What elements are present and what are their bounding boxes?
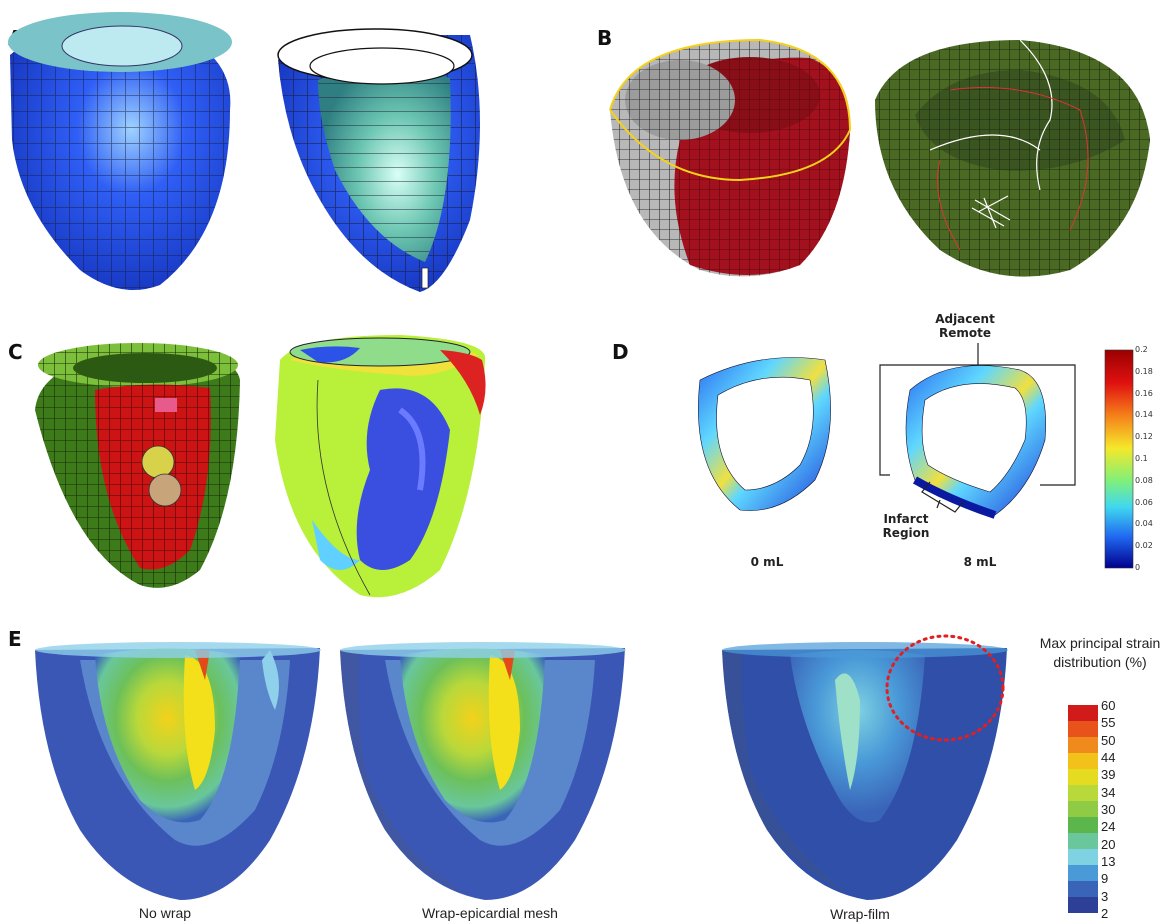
legend-swatch [1068,721,1098,737]
legend-swatch [1068,865,1098,881]
colorbar-tick: 0.02 [1135,541,1153,551]
colorbar-tick: 0.16 [1135,388,1153,398]
colorbar-tick: 0.18 [1135,366,1153,376]
legend-tick: 55 [1101,715,1116,731]
panel-d-strain-rings [698,343,1134,569]
legend-swatch [1068,785,1098,801]
annotation-adjacent-remote: Adjacent Remote [935,312,995,340]
panel-a-heart-mesh [8,12,480,292]
panel-d-label: D [612,340,629,364]
legend-tick: 24 [1101,819,1116,835]
legend-tick: 3 [1101,888,1109,904]
panel-c-patch-models [35,335,486,598]
legend-tick: 39 [1101,767,1116,783]
legend-tick: 60 [1101,698,1116,713]
legend-swatch [1068,881,1098,897]
panel-e-strain-hearts [35,634,1008,900]
legend-title: Max principal strain distribution (%) [1039,635,1161,670]
legend-tick: 50 [1101,732,1116,748]
legend-tick: 13 [1101,854,1116,869]
legend-tick: 9 [1101,871,1109,887]
legend-swatch [1068,737,1098,753]
legend-tick: 20 [1101,836,1116,852]
legend-swatch [1068,817,1098,833]
colorbar-tick: 0.08 [1135,475,1153,485]
panel-b-label: B [597,26,613,50]
caption-wrap-film: Wrap-film [830,906,890,922]
annotation-infarct-region: Infarct Region [882,512,930,540]
panel-b-infarct-mesh [609,38,1150,277]
caption-no-wrap: No wrap [138,905,192,921]
legend-swatch [1068,849,1098,865]
legend-swatch [1068,801,1098,817]
colorbar-tick: 0.06 [1135,497,1153,507]
panel-c-label: C [8,340,23,364]
legend-swatch [1068,897,1098,913]
colorbar-tick: 0.12 [1135,432,1153,442]
legend-tick: 34 [1101,784,1116,800]
legend-tick: 44 [1101,750,1116,765]
legend-swatch [1068,705,1098,721]
caption-0ml: 0 mL [750,555,784,569]
colorbar-tick: 0.2 [1135,345,1148,354]
colorbar-tick: 0.1 [1135,454,1148,463]
caption-8ml: 8 mL [963,555,997,569]
panel-e-label: E [8,627,22,651]
colorbar-tick: 0.14 [1135,410,1153,420]
legend-swatch [1068,753,1098,769]
legend-swatch [1068,833,1098,849]
colorbar-tick: 0 [1135,563,1141,572]
caption-wrap-epicardial-mesh: Wrap-epicardial mesh [422,905,558,921]
colorbar-tick: 0.04 [1135,519,1153,529]
legend-tick: 30 [1101,802,1116,817]
legend-tick: 2 [1101,906,1109,921]
legend-swatch [1068,769,1098,785]
